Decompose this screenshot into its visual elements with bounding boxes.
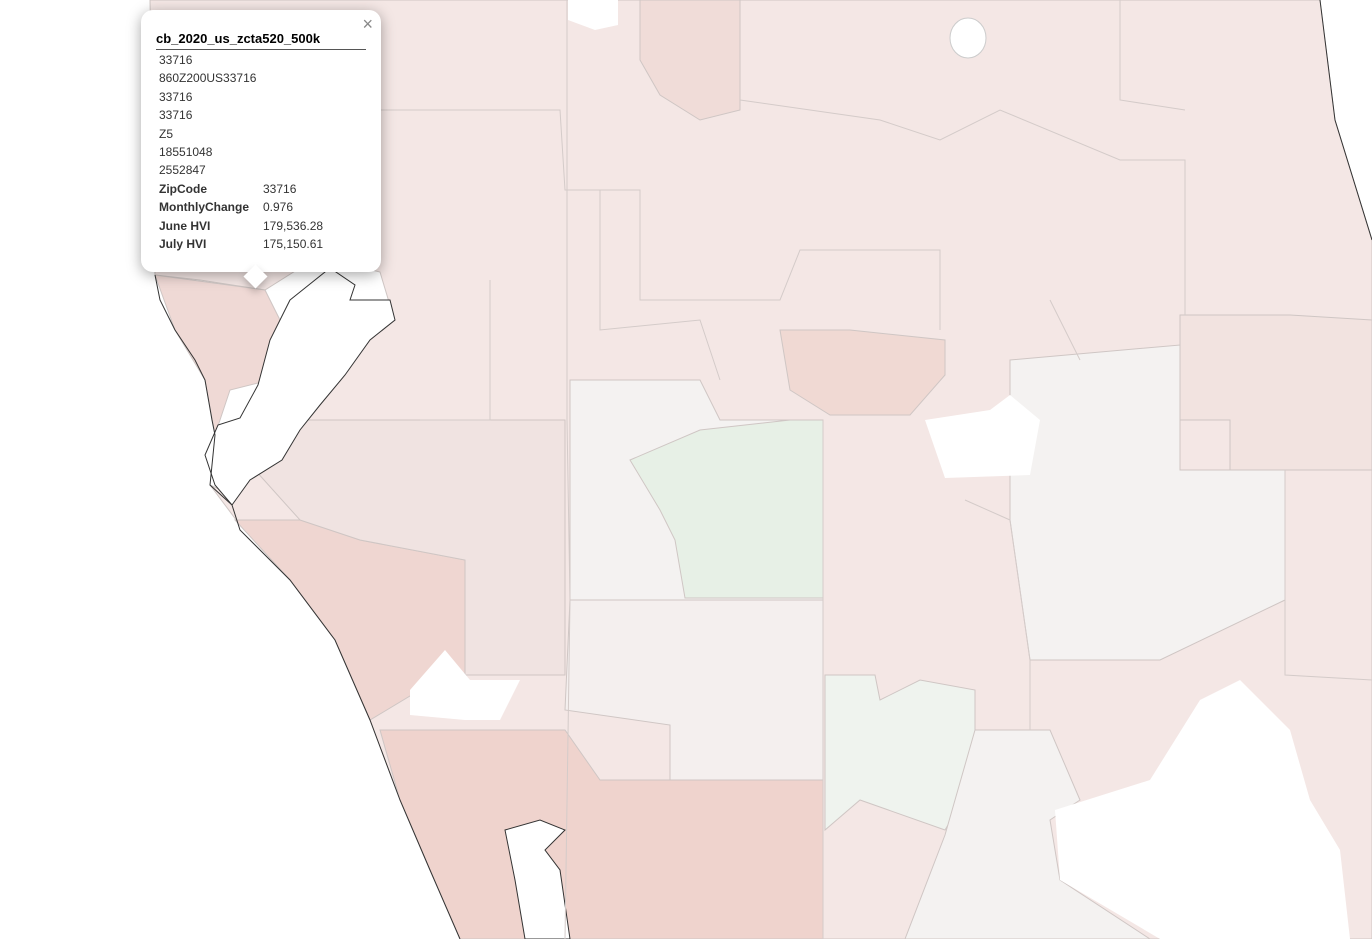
field-value: 175,150.61 bbox=[263, 236, 324, 251]
coastline bbox=[1319, 0, 1372, 241]
close-button[interactable]: × bbox=[362, 14, 373, 34]
water bbox=[410, 650, 520, 720]
zone bbox=[779, 329, 946, 416]
popup-value: 33716 bbox=[159, 108, 193, 123]
field-label: June HVI bbox=[159, 218, 211, 233]
boundary bbox=[964, 499, 1031, 730]
water bbox=[1055, 680, 1350, 939]
water bbox=[204, 267, 396, 506]
boundary bbox=[1284, 470, 1372, 681]
coastline bbox=[154, 274, 461, 939]
water bbox=[949, 17, 987, 59]
zone bbox=[824, 674, 976, 832]
boundary bbox=[380, 109, 941, 330]
popup-value: 33716 bbox=[159, 53, 193, 67]
field-label: ZipCode bbox=[159, 181, 207, 196]
popup-field: ZipCode 33716 bbox=[159, 180, 323, 198]
zone bbox=[254, 419, 566, 676]
water bbox=[925, 395, 1040, 478]
boundaries bbox=[380, 0, 1372, 939]
boundary bbox=[1049, 299, 1081, 361]
boundary bbox=[599, 190, 721, 381]
popup-field: MonthlyChange 0.976 bbox=[159, 198, 323, 216]
zone bbox=[154, 274, 281, 436]
field-label: MonthlyChange bbox=[159, 200, 249, 215]
popup-rows: 33716 860Z200US33716 33716 33716 Z5 18551048 2… bbox=[159, 51, 323, 253]
field-label: July HVI bbox=[159, 236, 207, 251]
field-value: 179,536.28 bbox=[263, 218, 324, 233]
popup-title: cb_2020_us_zcta520_500k bbox=[156, 31, 366, 50]
popup-field: June HVI 179,536.28 bbox=[159, 217, 323, 235]
popup-value: 860Z200US33716 bbox=[159, 71, 257, 86]
zone bbox=[639, 0, 741, 121]
field-value: 33716 bbox=[263, 181, 297, 196]
boundary bbox=[420, 280, 491, 421]
boundary bbox=[564, 0, 571, 939]
water bbox=[504, 819, 571, 939]
popup-value: Z5 bbox=[159, 126, 174, 141]
zone bbox=[1179, 314, 1372, 471]
popup-value: 18551048 bbox=[159, 144, 213, 159]
field-value: 0.976 bbox=[263, 200, 294, 215]
water bbox=[568, 0, 618, 30]
popup-value: 2552847 bbox=[159, 163, 206, 178]
boundary bbox=[1119, 0, 1186, 111]
popup: × cb_2020_us_zcta520_500k 33716 860Z200US… bbox=[141, 10, 381, 289]
boundary bbox=[739, 99, 1186, 315]
popup-value: 33716 bbox=[159, 89, 193, 104]
popup-field: July HVI 175,150.61 bbox=[159, 235, 323, 253]
